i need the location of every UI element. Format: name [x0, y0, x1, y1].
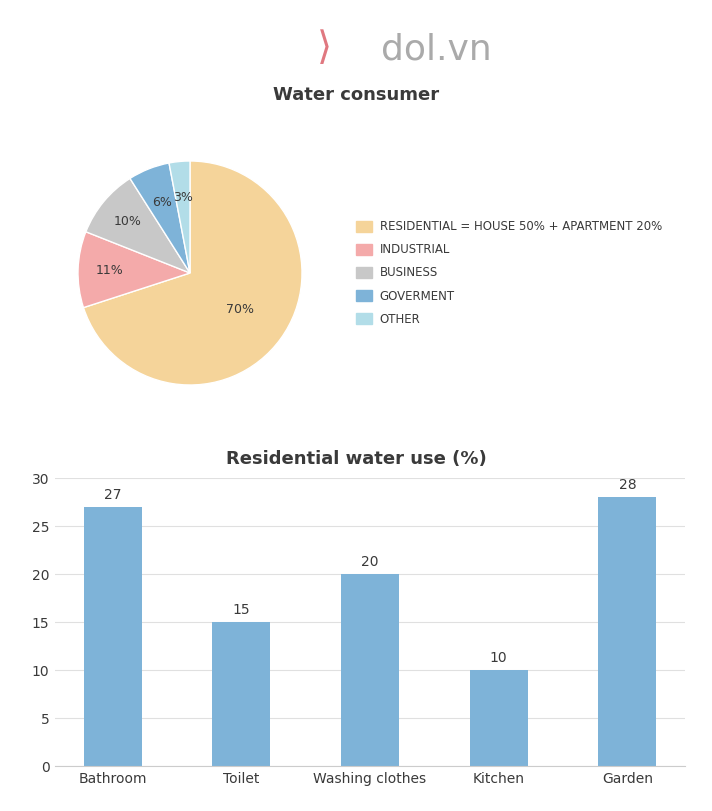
Text: 3%: 3%: [173, 191, 193, 204]
Text: 28: 28: [619, 478, 637, 492]
Text: 20: 20: [361, 556, 379, 569]
Bar: [341, 574, 399, 766]
Text: dol.vn: dol.vn: [381, 32, 492, 67]
Bar: [83, 507, 142, 766]
Text: 6%: 6%: [152, 195, 172, 208]
Wedge shape: [86, 178, 190, 273]
Text: 15: 15: [233, 603, 250, 617]
Text: 11%: 11%: [95, 264, 123, 277]
Text: Residential water use (%): Residential water use (%): [226, 450, 486, 468]
Text: 10: 10: [490, 651, 508, 665]
Wedge shape: [169, 161, 190, 273]
Wedge shape: [78, 232, 190, 307]
Text: 10%: 10%: [114, 215, 142, 228]
Wedge shape: [130, 163, 190, 273]
Bar: [470, 670, 528, 766]
Bar: [212, 622, 271, 766]
Legend: RESIDENTIAL = HOUSE 50% + APARTMENT 20%, INDUSTRIAL, BUSINESS, GOVERMENT, OTHER: RESIDENTIAL = HOUSE 50% + APARTMENT 20%,…: [356, 221, 661, 325]
Text: ⟩: ⟩: [316, 29, 332, 67]
Text: Water consumer: Water consumer: [273, 87, 439, 105]
Text: 70%: 70%: [226, 303, 254, 315]
Text: 27: 27: [104, 488, 121, 502]
Wedge shape: [83, 161, 302, 385]
Bar: [599, 497, 656, 766]
